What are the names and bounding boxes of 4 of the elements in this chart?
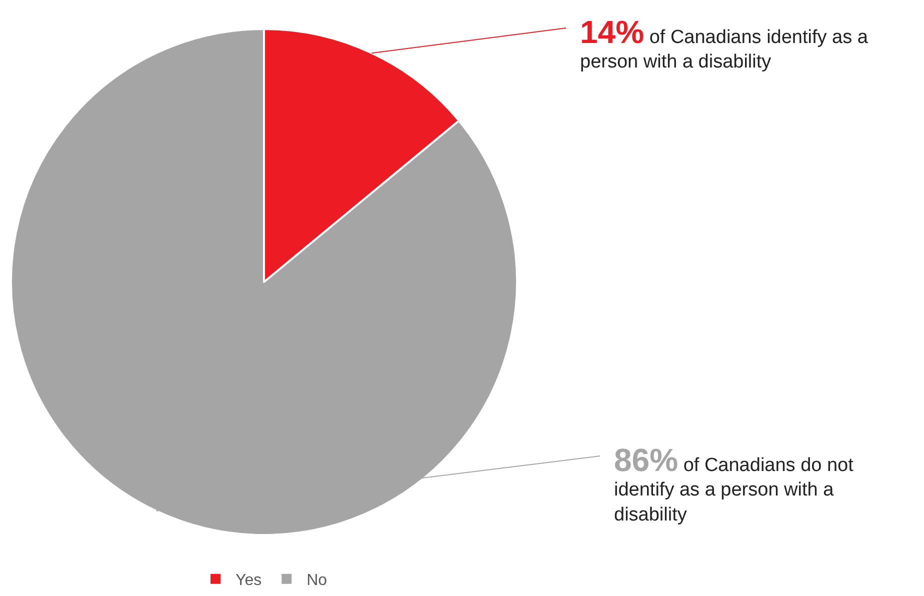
data-label: 14% of Canadians identify as a person with a disability [580, 14, 868, 73]
legend-label: Yes [236, 572, 262, 590]
legend-label: No [306, 572, 328, 590]
data-label: 86% of Canadians do not identify as a person with a disability [614, 442, 854, 526]
